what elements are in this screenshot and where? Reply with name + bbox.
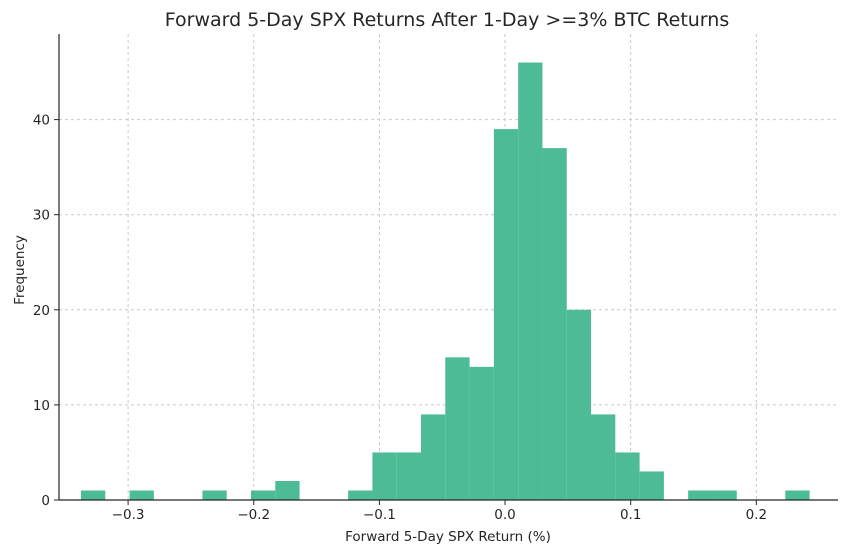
y-tick-label: 30: [33, 208, 50, 224]
histogram-bar: [421, 414, 446, 500]
x-tick-label: −0.2: [237, 507, 270, 523]
histogram-bar: [566, 309, 592, 500]
axes: [58, 34, 838, 501]
histogram-bar: [688, 490, 713, 500]
histogram-bar: [275, 480, 300, 500]
histogram-bar: [129, 490, 154, 500]
histogram-bar: [615, 452, 640, 500]
histogram-bar: [785, 490, 810, 500]
histogram-bar: [639, 471, 664, 500]
y-axis-label: Frequency: [12, 235, 28, 305]
histogram-bar: [469, 366, 494, 500]
histogram-bar: [372, 452, 397, 500]
histogram-bar: [250, 490, 276, 500]
chart-title: Forward 5-Day SPX Returns After 1-Day >=…: [165, 9, 729, 31]
y-tick-label: 20: [33, 303, 50, 319]
y-tick-label: 40: [33, 113, 50, 129]
histogram-bar: [493, 129, 519, 500]
x-tick-label: 0.2: [746, 507, 767, 523]
x-tick-label: 0.0: [494, 507, 515, 523]
histogram-bar: [591, 414, 616, 500]
x-tick-label: −0.1: [363, 507, 396, 523]
histogram-bars: [80, 62, 810, 501]
histogram-bar: [80, 490, 106, 500]
histogram-bar: [445, 357, 470, 500]
x-axis-label: Forward 5-Day SPX Return (%): [345, 529, 551, 545]
histogram-bar: [396, 452, 422, 500]
x-axis-ticks: −0.3 −0.2 −0.1 0.0 0.1 0.2: [112, 500, 767, 523]
histogram-bar: [202, 490, 227, 500]
y-tick-label: 10: [33, 398, 50, 414]
histogram-bar: [712, 490, 737, 500]
histogram-bar: [518, 62, 543, 501]
histogram-bar: [542, 148, 567, 501]
x-tick-label: −0.3: [112, 507, 145, 523]
y-tick-label: 0: [41, 493, 50, 509]
histogram-bar: [348, 490, 373, 500]
y-axis-ticks: 0 10 20 30 40: [33, 113, 59, 509]
x-tick-label: 0.1: [620, 507, 641, 523]
